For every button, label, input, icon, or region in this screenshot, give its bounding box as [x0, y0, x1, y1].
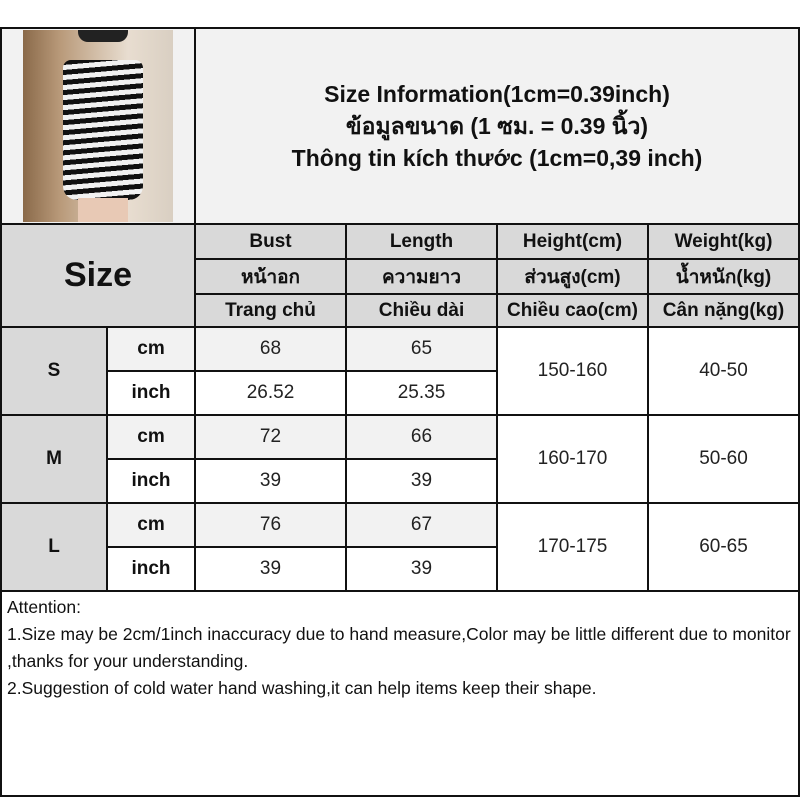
product-photo-cell — [2, 29, 196, 225]
header-length-th: ความยาว — [347, 260, 498, 295]
attention-note-1: 1.Size may be 2cm/1inch inaccuracy due t… — [7, 624, 791, 671]
header-height-vi: Chiều cao(cm) — [498, 295, 649, 328]
header-length-vi: Chiều dài — [347, 295, 498, 328]
title-th: ข้อมูลขนาด (1 ซม. = 0.39 นิ้ว) — [345, 113, 649, 139]
size-m: M — [2, 416, 108, 504]
unit-cm: cm — [108, 416, 196, 460]
l-height: 170-175 — [498, 504, 649, 592]
size-chart: Size Information(1cm=0.39inch) ข้อมูลขนา… — [0, 27, 800, 797]
size-table: Size Information(1cm=0.39inch) ข้อมูลขนา… — [2, 29, 798, 592]
m-length-cm: 66 — [347, 416, 498, 460]
title-block: Size Information(1cm=0.39inch) ข้อมูลขนา… — [196, 29, 798, 225]
header-weight-th: น้ำหนัก(kg) — [649, 260, 798, 295]
m-bust-cm: 72 — [196, 416, 347, 460]
header-bust-vi: Trang chủ — [196, 295, 347, 328]
l-bust-cm: 76 — [196, 504, 347, 548]
size-l: L — [2, 504, 108, 592]
title-vi: Thông tin kích thước (1cm=0,39 inch) — [291, 145, 703, 171]
header-length-en: Length — [347, 225, 498, 260]
attention-note-2: 2.Suggestion of cold water hand washing,… — [7, 678, 597, 698]
s-weight: 40-50 — [649, 328, 798, 416]
l-bust-inch: 39 — [196, 548, 347, 592]
unit-inch: inch — [108, 460, 196, 504]
unit-cm: cm — [108, 504, 196, 548]
m-length-inch: 39 — [347, 460, 498, 504]
product-photo — [23, 30, 173, 222]
l-length-cm: 67 — [347, 504, 498, 548]
size-header: Size — [2, 225, 196, 328]
s-length-cm: 65 — [347, 328, 498, 372]
header-weight-vi: Cân nặng(kg) — [649, 295, 798, 328]
m-weight: 50-60 — [649, 416, 798, 504]
attention-heading: Attention: — [7, 597, 81, 617]
header-bust-th: หน้าอก — [196, 260, 347, 295]
header-weight-en: Weight(kg) — [649, 225, 798, 260]
header-height-en: Height(cm) — [498, 225, 649, 260]
unit-cm: cm — [108, 328, 196, 372]
m-height: 160-170 — [498, 416, 649, 504]
size-s: S — [2, 328, 108, 416]
s-bust-inch: 26.52 — [196, 372, 347, 416]
header-bust-en: Bust — [196, 225, 347, 260]
attention-notes: Attention: 1.Size may be 2cm/1inch inacc… — [2, 592, 798, 704]
s-length-inch: 25.35 — [347, 372, 498, 416]
unit-inch: inch — [108, 548, 196, 592]
l-length-inch: 39 — [347, 548, 498, 592]
s-height: 150-160 — [498, 328, 649, 416]
l-weight: 60-65 — [649, 504, 798, 592]
title-en: Size Information(1cm=0.39inch) — [324, 81, 670, 107]
header-height-th: ส่วนสูง(cm) — [498, 260, 649, 295]
s-bust-cm: 68 — [196, 328, 347, 372]
unit-inch: inch — [108, 372, 196, 416]
m-bust-inch: 39 — [196, 460, 347, 504]
